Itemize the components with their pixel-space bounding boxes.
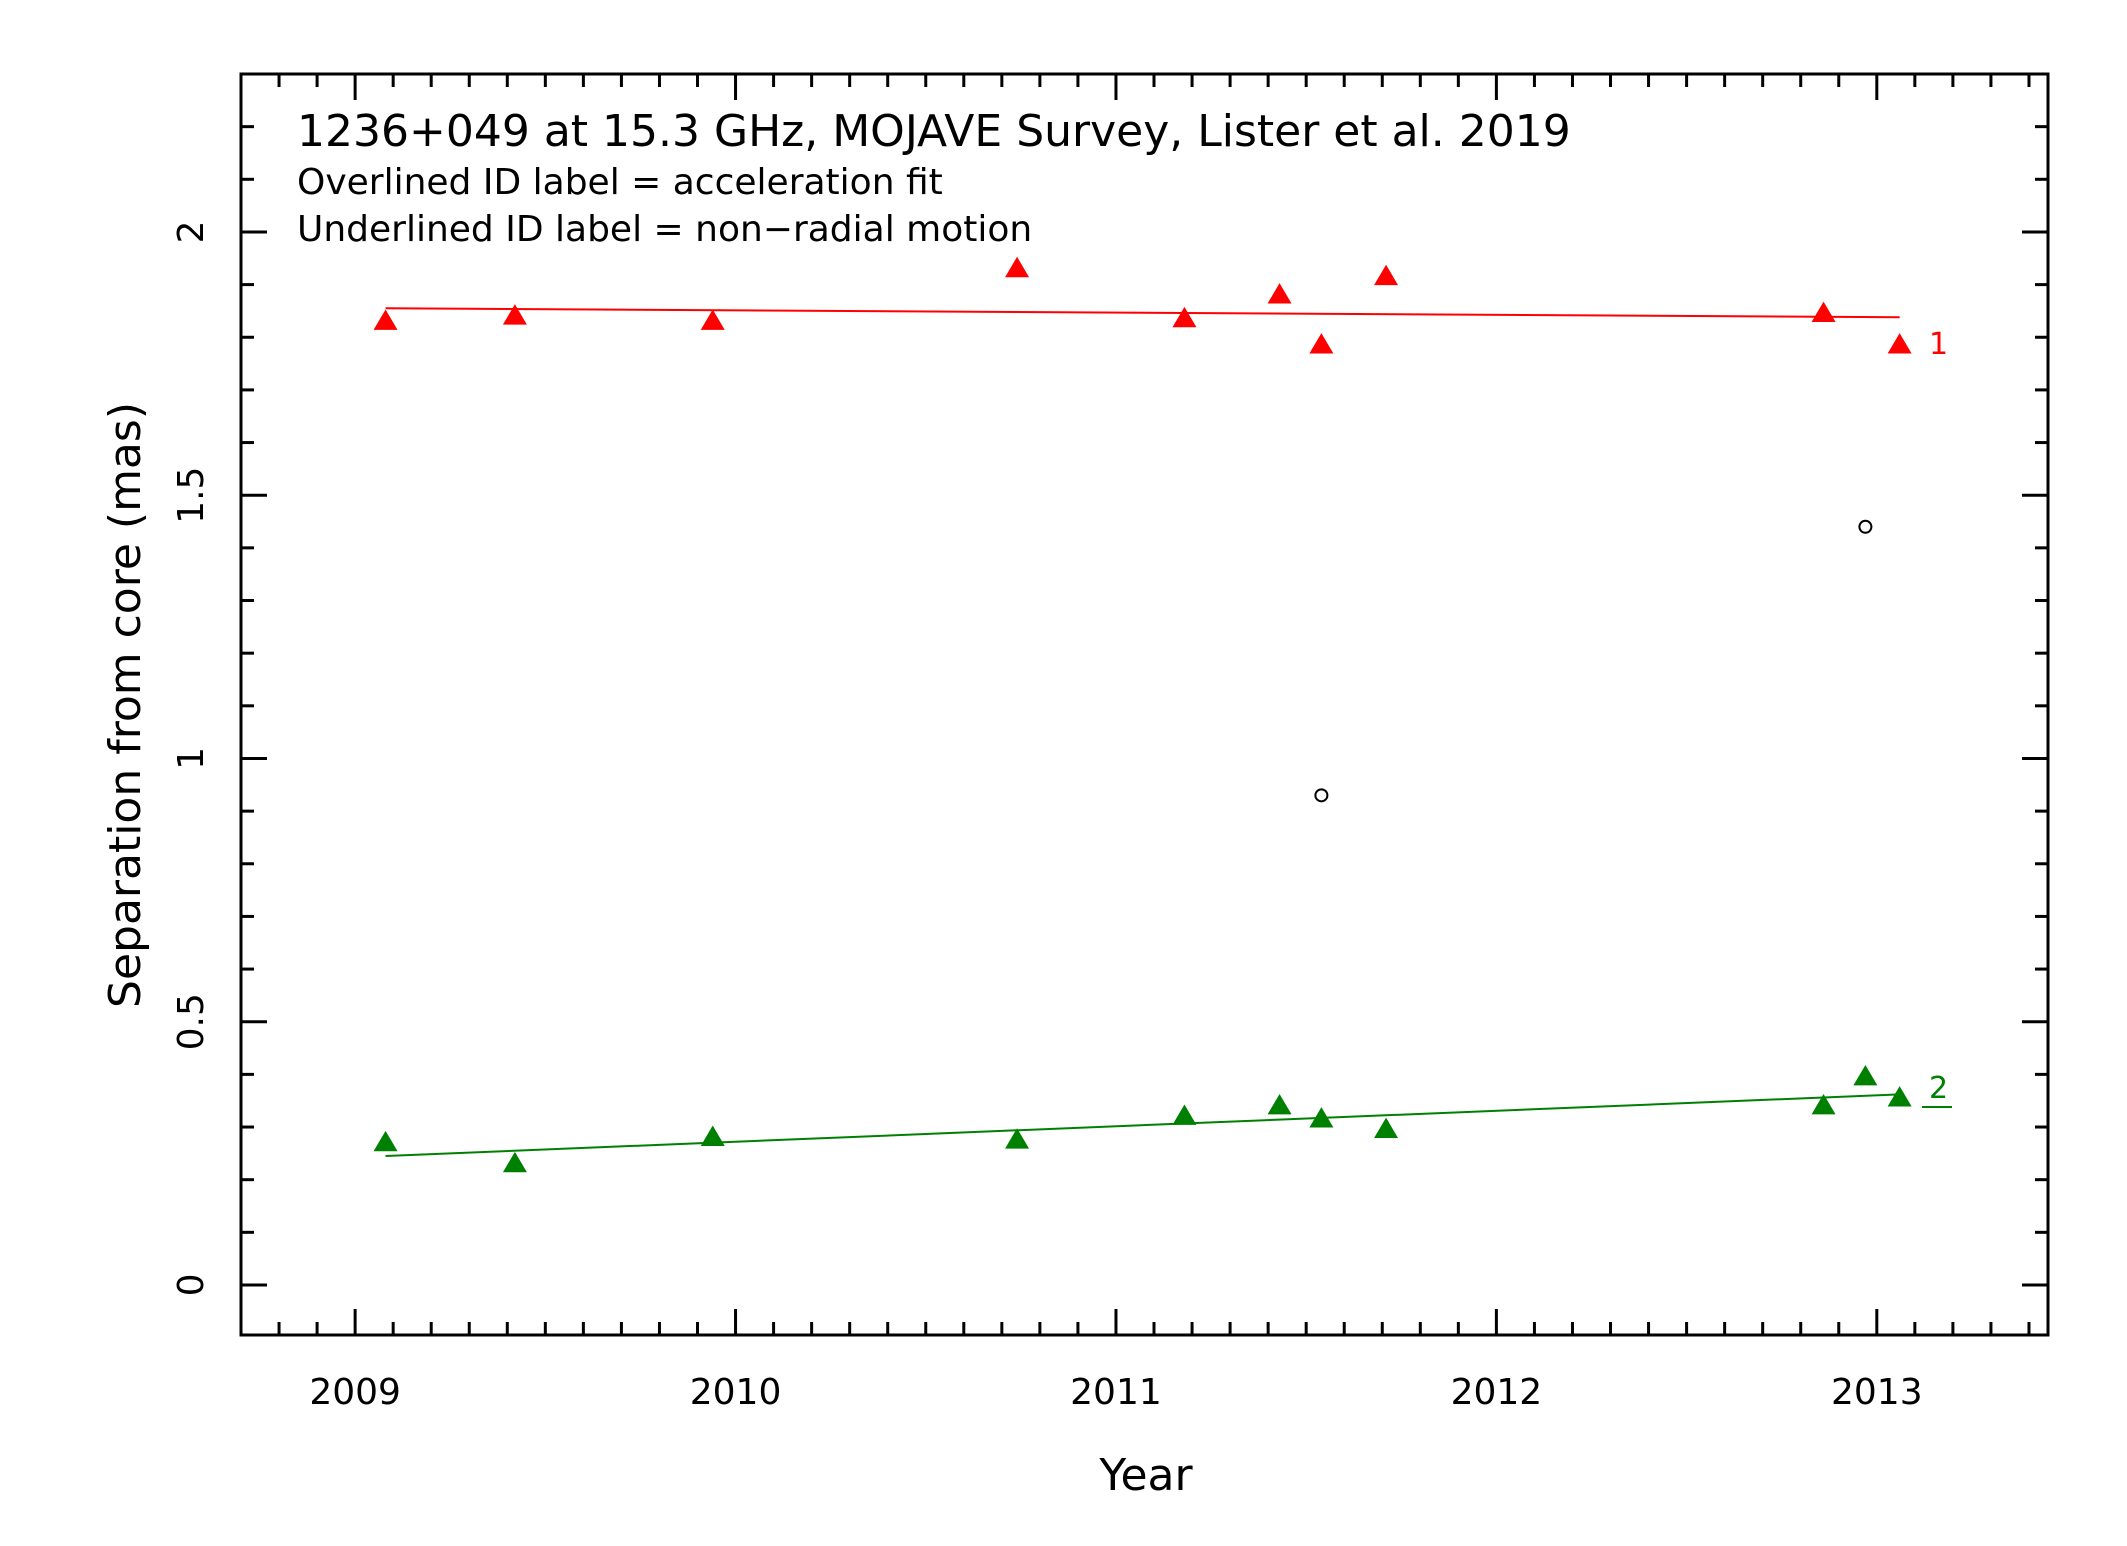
data-point-series-1 — [1374, 264, 1399, 286]
note-overlined: Overlined ID label = acceleration fit — [297, 162, 943, 203]
y-tick-label: 0 — [171, 1274, 212, 1297]
y-axis-label: Separation from core (mas) — [100, 402, 151, 1008]
data-point-series-1 — [502, 304, 527, 325]
data-point-unassigned — [1858, 519, 1873, 534]
data-point-series-2 — [1853, 1065, 1878, 1086]
x-tick-label: 2010 — [690, 1372, 782, 1413]
data-point-series-2 — [1309, 1107, 1334, 1128]
series-2-id-label: 2 — [1929, 1071, 1948, 1106]
series-1-id-label: 1 — [1929, 327, 1948, 362]
data-point-series-2 — [1267, 1093, 1292, 1115]
plot-frame — [239, 72, 2050, 1337]
data-point-series-1 — [1887, 333, 1912, 354]
y-tick-label: 1 — [171, 747, 212, 770]
data-points — [373, 256, 1912, 1173]
y-tick-label: 0.5 — [171, 993, 212, 1050]
fit-line-series-2 — [385, 1093, 1900, 1157]
x-axis-label: Year — [1098, 1450, 1193, 1501]
data-point-series-2 — [1005, 1128, 1030, 1149]
data-point-series-1 — [1811, 301, 1836, 322]
data-point-series-2 — [1374, 1117, 1399, 1139]
data-point-series-2 — [1811, 1093, 1836, 1115]
chart-title: 1236+049 at 15.3 GHz, MOJAVE Survey, Lis… — [297, 106, 1571, 157]
axis-tick-labels: 2009 2010 2011 2012 2013 0 0.5 1 1.5 2 — [171, 221, 1923, 1413]
data-point-series-2 — [1887, 1086, 1912, 1107]
data-point-series-2 — [502, 1151, 527, 1173]
data-point-series-1 — [373, 309, 398, 330]
fit-line-series-1 — [385, 307, 1900, 319]
data-point-series-1 — [1172, 306, 1197, 328]
data-point-series-2 — [1172, 1104, 1197, 1125]
x-tick-label: 2013 — [1831, 1372, 1923, 1413]
data-point-unassigned — [1314, 788, 1329, 803]
x-tick-label: 2012 — [1451, 1372, 1543, 1413]
x-tick-label: 2011 — [1070, 1372, 1162, 1413]
data-point-series-1 — [700, 309, 725, 330]
note-underlined: Underlined ID label = non−radial motion — [297, 209, 1032, 250]
y-tick-label: 1.5 — [171, 467, 212, 524]
data-point-series-1 — [1005, 256, 1030, 278]
x-tick-label: 2009 — [309, 1372, 401, 1413]
y-tick-label: 2 — [171, 221, 212, 244]
data-point-series-1 — [1267, 283, 1292, 304]
fit-lines — [385, 307, 1900, 1157]
data-point-series-1 — [1309, 333, 1334, 354]
data-point-series-2 — [373, 1130, 398, 1152]
axis-ticks — [239, 72, 2048, 1335]
data-point-series-2 — [700, 1125, 725, 1146]
